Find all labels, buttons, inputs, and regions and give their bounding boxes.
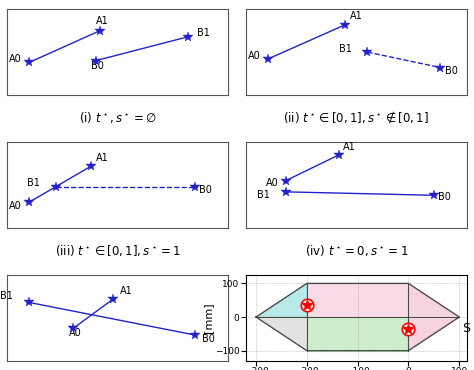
Text: B1: B1 [257,191,270,201]
Text: A0: A0 [248,51,261,61]
Text: B0: B0 [438,192,451,202]
Text: A1: A1 [343,142,356,152]
Y-axis label: [mm]: [mm] [203,303,213,333]
Text: A1: A1 [96,16,108,26]
Polygon shape [256,317,307,351]
X-axis label: (i) $t^\star, s^\star = \emptyset$: (i) $t^\star, s^\star = \emptyset$ [79,110,156,125]
Text: A0: A0 [266,178,279,188]
Text: B0: B0 [445,66,458,76]
Text: A0: A0 [69,329,82,339]
X-axis label: (iv) $t^\star = 0, s^\star = 1$: (iv) $t^\star = 0, s^\star = 1$ [305,243,408,258]
Text: S: S [462,322,470,335]
Text: B1: B1 [339,44,352,54]
Text: B1: B1 [0,291,13,301]
Polygon shape [307,317,409,351]
X-axis label: (ii) $t^\star \in [0,1], s^\star \notin [0,1]$: (ii) $t^\star \in [0,1], s^\star \notin … [283,110,429,127]
Text: A0: A0 [9,201,22,211]
X-axis label: (iii) $t^\star \in [0,1], s^\star = 1$: (iii) $t^\star \in [0,1], s^\star = 1$ [55,243,181,258]
Text: B0: B0 [201,334,215,344]
Text: A1: A1 [96,153,108,163]
Text: B1: B1 [197,28,210,38]
Text: B0: B0 [200,185,212,195]
Text: A1: A1 [120,286,133,296]
Polygon shape [256,283,307,317]
Text: B1: B1 [27,178,40,188]
Polygon shape [307,283,409,317]
Text: B0: B0 [91,61,104,71]
Text: A1: A1 [350,11,363,21]
Polygon shape [409,283,459,351]
Text: A0: A0 [9,54,22,64]
